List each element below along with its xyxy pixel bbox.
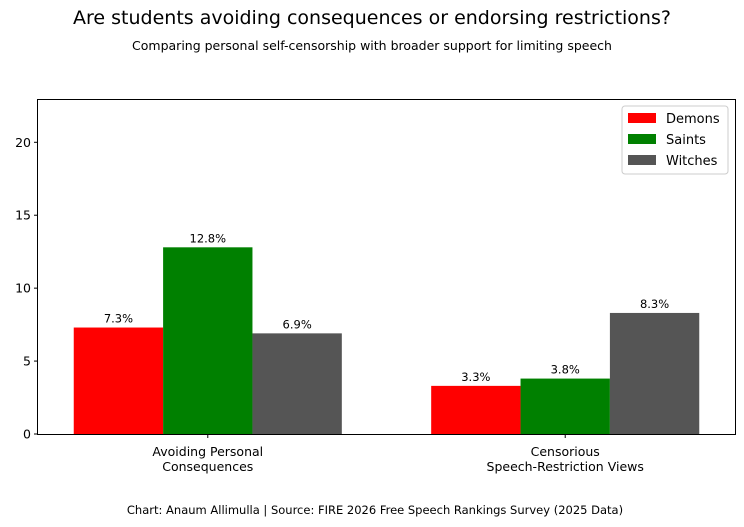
y-tick-label: 0 [23, 427, 31, 442]
bar-witches-0 [252, 333, 342, 434]
y-axis: 0 5 10 15 20 [15, 135, 38, 442]
data-label-demons-0: 7.3% [104, 312, 133, 326]
y-tick-label: 10 [15, 281, 31, 296]
plot-area-frame [37, 99, 736, 435]
data-labels-group: 7.3% 3.3% 12.8% 3.8% 6.9% 8.3% [104, 231, 669, 384]
x-tick-label-0: Avoiding Personal Consequences [152, 444, 263, 474]
bar-demons-0 [73, 327, 164, 434]
legend-swatch-demons [628, 113, 656, 123]
bar-saints-1 [520, 378, 610, 434]
y-tick-label: 20 [15, 135, 31, 150]
legend-label-witches: Witches [666, 154, 718, 169]
chart-title: Are students avoiding consequences or en… [73, 7, 671, 29]
data-label-witches-0: 6.9% [283, 317, 312, 331]
data-label-saints-1: 3.8% [551, 363, 580, 377]
y-tick-label: 15 [15, 208, 31, 223]
bar-saints-0 [163, 247, 253, 434]
data-label-witches-1: 8.3% [640, 297, 669, 311]
bars-group [73, 247, 700, 434]
legend-label-demons: Demons [666, 112, 720, 127]
bar-witches-1 [609, 312, 700, 434]
chart: 7.3% 3.3% 12.8% 3.8% 6.9% 8.3% 0 5 10 15 20 Avoid… [15, 99, 736, 474]
legend: Demons Saints Witches [621, 105, 729, 175]
x-axis: Avoiding Personal Consequences Censorious S… [152, 434, 644, 474]
legend-swatch-witches [628, 155, 656, 165]
legend-swatch-saints [628, 134, 656, 144]
chart-footer: Chart: Anaum Allimulla | Source: FIRE 20… [126, 503, 624, 517]
bar-demons-1 [431, 385, 521, 434]
legend-label-saints: Saints [666, 133, 706, 148]
x-tick-label-1: Censorious Speech-Restriction Views [487, 444, 644, 474]
chart-subtitle: Comparing personal self-censorship with … [132, 38, 612, 53]
data-label-saints-0: 12.8% [190, 231, 227, 245]
y-tick-label: 5 [23, 354, 31, 369]
data-label-demons-1: 3.3% [461, 370, 490, 384]
